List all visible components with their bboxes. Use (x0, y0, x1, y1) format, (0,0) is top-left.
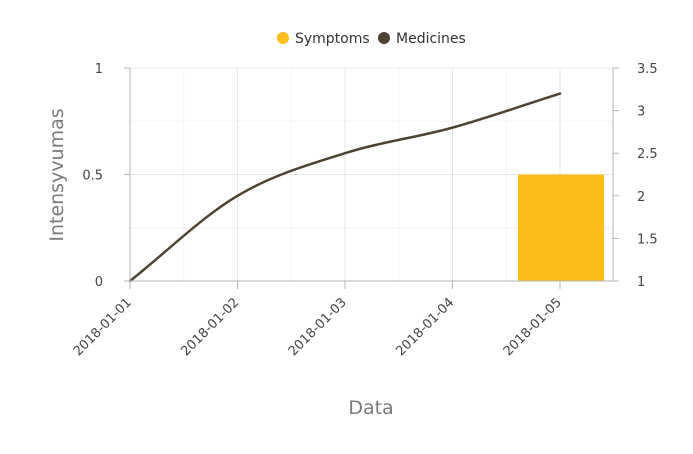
x-tick-label: 2018-01-02 (178, 295, 242, 359)
y-tick-label: 0 (95, 275, 103, 290)
y-axis-title: Intensyvumas (46, 108, 68, 241)
y2-tick-label: 3.5 (637, 62, 658, 77)
line-medicines[interactable] (128, 92, 562, 283)
bar-symptoms[interactable] (518, 174, 604, 282)
x-tick-label: 2018-01-03 (286, 295, 350, 359)
x-tick-label: 2018-01-04 (393, 295, 457, 359)
legend-medicines-marker[interactable] (378, 32, 390, 44)
y-tick-label: 1 (95, 62, 103, 77)
bars (518, 174, 604, 282)
legend-symptoms-label[interactable]: Symptoms (295, 31, 370, 47)
y2-tick-label: 1 (637, 275, 645, 290)
y2-tick-label: 2.5 (637, 147, 658, 162)
y2-tick-label: 1.5 (637, 232, 658, 247)
x-axis-title: Data (348, 397, 393, 419)
legend-medicines-label[interactable]: Medicines (396, 31, 466, 47)
y-tick-label: 0.5 (82, 169, 103, 184)
legend-symptoms-marker[interactable] (277, 32, 289, 44)
y2-tick-label: 3 (637, 105, 645, 120)
lines (128, 92, 562, 283)
legend[interactable]: Symptoms Medicines (277, 31, 466, 47)
x-tick-label: 2018-01-05 (501, 295, 565, 359)
x-tick-label: 2018-01-01 (71, 295, 135, 359)
y2-tick-label: 2 (637, 190, 645, 205)
